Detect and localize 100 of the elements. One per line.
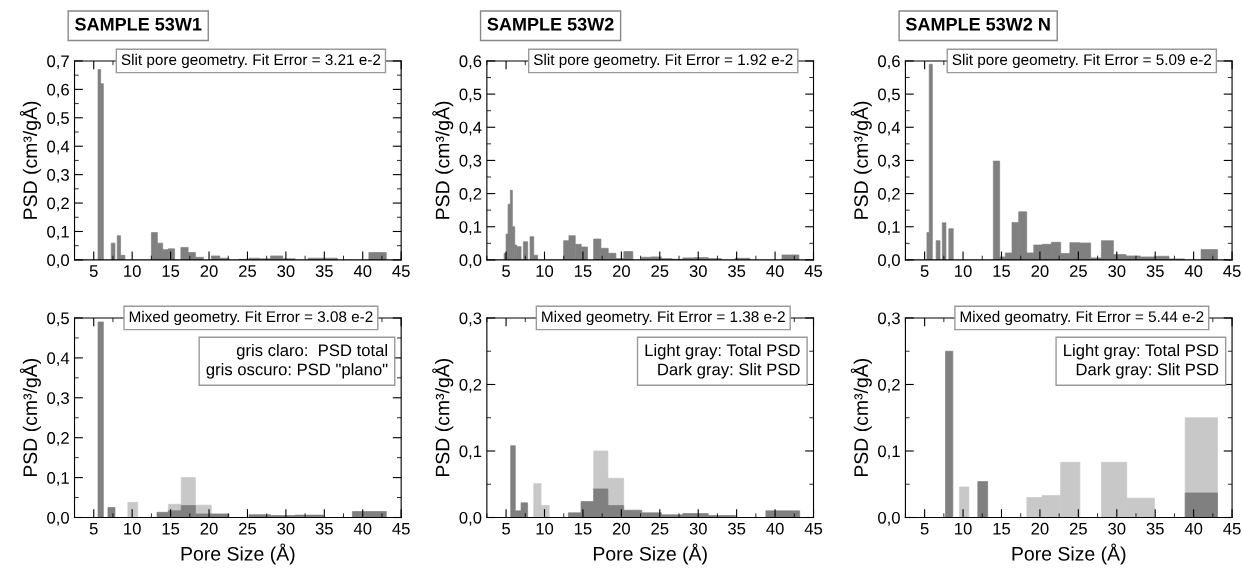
annotation: Slit pore geometry. Fit Error = 5.09 e-2 (952, 53, 1212, 69)
x-axis-title: Pore Size (Å) (593, 543, 707, 565)
x-tick-label: 45 (804, 522, 823, 535)
x-tick-label: 5 (502, 522, 511, 535)
y-axis-title: PSD (cm³/gÅ) (19, 358, 41, 477)
y-tick-label: 0,2 (47, 432, 69, 446)
y-tick-label: 0,5 (47, 312, 69, 327)
x-tick-label: 10 (124, 522, 141, 535)
x-tick-label: 45 (1223, 265, 1241, 277)
y-tick-label: 0,6 (878, 55, 900, 70)
x-tick-label: 25 (651, 265, 669, 277)
x-tick-label: 35 (728, 522, 746, 535)
y-tick-label: 0,5 (459, 88, 482, 103)
y-tick-label: 0,0 (459, 511, 482, 526)
x-tick-label: 25 (239, 522, 257, 535)
y-tick-label: 0,3 (878, 312, 900, 327)
x-tick-label: 25 (651, 522, 669, 535)
y-tick-label: 0,6 (47, 83, 69, 98)
chart-title: SAMPLE 53W1 (75, 17, 202, 31)
x-tick-label: 40 (766, 522, 784, 535)
x-tick-label: 40 (353, 265, 372, 277)
y-tick-label: 0,2 (459, 187, 482, 202)
x-tick-label: 35 (728, 265, 746, 277)
x-tick-label: 10 (124, 265, 141, 277)
x-tick-label: 30 (277, 522, 295, 535)
y-tick-label: 0,2 (878, 187, 900, 202)
x-tick-label: 10 (955, 265, 972, 277)
x-axis-title: Pore Size (Å) (181, 543, 295, 565)
y-tick-label: 0,2 (459, 378, 482, 393)
x-tick-label: 20 (612, 265, 630, 277)
y-tick-label: 0,3 (459, 312, 482, 327)
x-tick-label: 5 (920, 522, 929, 535)
x-tick-label: 20 (612, 522, 630, 535)
x-tick-label: 15 (162, 265, 180, 277)
annotation: Mixed geomatry. Fit Error = 5.44 e-2 (960, 310, 1204, 326)
x-tick-label: 15 (574, 265, 592, 277)
x-tick-label: 30 (1108, 522, 1126, 535)
x-tick-label: 35 (1146, 265, 1164, 277)
x-tick-label: 45 (1223, 522, 1241, 535)
annotation: Slit pore geometry. Fit Error = 1.92 e-2 (533, 53, 793, 69)
y-tick-label: 0,2 (878, 378, 900, 393)
y-tick-label: 0,1 (878, 445, 900, 460)
x-tick-label: 5 (89, 265, 98, 277)
x-tick-label: 15 (162, 522, 180, 535)
x-tick-label: 15 (574, 522, 592, 535)
y-axis-title: PSD (cm³/gÅ) (432, 358, 454, 477)
annotation: Light gray: Total PSD Dark gray: Slit PSD (645, 343, 800, 379)
x-tick-label: 40 (353, 522, 372, 535)
y-tick-label: 0,4 (459, 121, 482, 136)
y-tick-label: 0,0 (47, 511, 70, 526)
annotation: Light gray: Total PSD Dark gray: Slit PSD (1064, 343, 1219, 379)
y-tick-label: 0,3 (878, 154, 900, 169)
x-tick-label: 15 (993, 265, 1011, 277)
x-tick-label: 5 (89, 522, 98, 535)
y-tick-label: 0,4 (47, 140, 70, 155)
y-tick-label: 0,1 (47, 472, 69, 486)
x-tick-label: 10 (536, 265, 554, 277)
x-axis-title: Pore Size (Å) (1012, 543, 1126, 565)
y-tick-label: 0,5 (47, 112, 69, 126)
x-tick-label: 20 (1031, 522, 1049, 535)
x-tick-label: 40 (1184, 522, 1203, 535)
x-tick-label: 25 (239, 265, 257, 277)
y-tick-label: 0,0 (47, 254, 70, 269)
x-tick-label: 40 (1184, 265, 1203, 277)
x-tick-label: 20 (200, 522, 218, 535)
annotation: Mixed geometry. Fit Error = 1.38 e-2 (542, 310, 785, 326)
y-axis-title: PSD (cm³/gÅ) (850, 358, 872, 477)
x-tick-label: 25 (1069, 522, 1087, 535)
y-tick-label: 0,1 (459, 221, 482, 235)
y-tick-label: 0,4 (878, 121, 901, 136)
y-tick-label: 0,6 (459, 55, 482, 70)
y-tick-label: 0,1 (459, 445, 482, 460)
x-tick-label: 30 (689, 522, 707, 535)
x-tick-label: 35 (1146, 522, 1164, 535)
x-tick-label: 10 (536, 522, 554, 535)
x-tick-label: 5 (502, 265, 511, 277)
y-tick-label: 0,3 (459, 154, 482, 169)
chart-title: SAMPLE 53W2 N (905, 17, 1050, 31)
x-tick-label: 20 (1031, 265, 1049, 277)
x-tick-label: 40 (766, 265, 784, 277)
y-tick-label: 0,3 (47, 169, 69, 183)
y-tick-label: 0,4 (47, 352, 70, 367)
y-axis-title: PSD (cm³/gÅ) (19, 101, 41, 219)
x-tick-label: 45 (392, 265, 410, 277)
x-tick-label: 15 (993, 522, 1011, 535)
chart-title: SAMPLE 53W2 (487, 17, 614, 31)
x-tick-label: 25 (1069, 265, 1087, 277)
x-tick-label: 10 (955, 522, 972, 535)
y-tick-label: 0,7 (47, 55, 69, 70)
x-tick-label: 30 (1108, 265, 1126, 277)
y-tick-label: 0,0 (878, 511, 900, 526)
y-tick-label: 0,0 (878, 254, 900, 269)
x-tick-label: 30 (277, 265, 295, 277)
y-tick-label: 0,2 (47, 197, 69, 212)
annotation: Mixed geometry. Fit Error = 3.08 e-2 (129, 310, 373, 326)
annotation: Slit pore geometry. Fit Error = 3.21 e-2 (121, 53, 381, 69)
y-axis-title: PSD (cm³/gÅ) (432, 101, 454, 219)
x-tick-label: 30 (689, 265, 707, 277)
x-tick-label: 35 (315, 265, 333, 277)
x-tick-label: 35 (315, 522, 333, 535)
